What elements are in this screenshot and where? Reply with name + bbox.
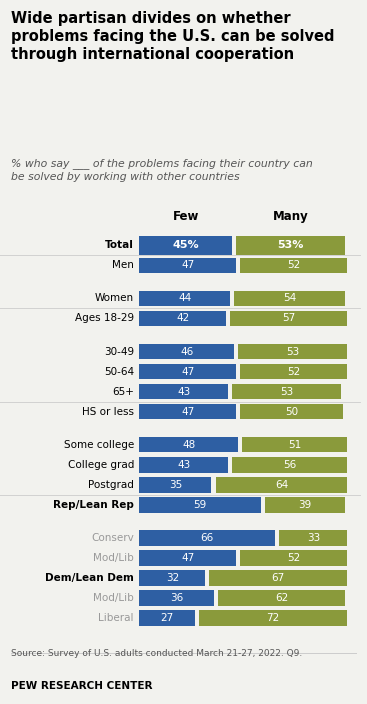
Bar	[139, 344, 234, 359]
Text: 66: 66	[201, 533, 214, 543]
Text: 51: 51	[288, 440, 301, 450]
Text: 53%: 53%	[277, 240, 304, 251]
Text: 46: 46	[180, 346, 193, 356]
Bar	[139, 551, 236, 566]
Bar	[199, 610, 347, 626]
Text: 62: 62	[275, 593, 288, 603]
Bar	[139, 497, 261, 513]
Text: 56: 56	[283, 460, 296, 470]
Text: Many: Many	[273, 210, 309, 223]
Bar	[139, 457, 228, 472]
Text: 53: 53	[280, 386, 293, 396]
Text: 43: 43	[177, 460, 190, 470]
Text: Dem/Lean Dem: Dem/Lean Dem	[45, 573, 134, 583]
Text: 50: 50	[285, 407, 298, 417]
Bar	[236, 236, 345, 255]
Text: 36: 36	[170, 593, 183, 603]
Text: 64: 64	[275, 480, 288, 490]
Text: 44: 44	[178, 294, 191, 303]
Bar	[238, 344, 347, 359]
Text: HS or less: HS or less	[82, 407, 134, 417]
Bar	[240, 258, 347, 273]
Bar	[240, 551, 347, 566]
Text: 52: 52	[287, 367, 301, 377]
Text: Postgrad: Postgrad	[88, 480, 134, 490]
Bar	[139, 384, 228, 399]
Text: Rep/Lean Rep: Rep/Lean Rep	[53, 500, 134, 510]
Text: 67: 67	[272, 573, 285, 583]
Text: 65+: 65+	[112, 386, 134, 396]
Bar	[215, 477, 347, 493]
Text: Ages 18-29: Ages 18-29	[75, 313, 134, 323]
Text: 52: 52	[287, 553, 301, 563]
Text: 42: 42	[176, 313, 189, 323]
Bar	[218, 590, 345, 606]
Text: Conserv: Conserv	[91, 533, 134, 543]
Bar	[139, 477, 211, 493]
Text: PEW RESEARCH CENTER: PEW RESEARCH CENTER	[11, 681, 153, 691]
Text: 53: 53	[286, 346, 299, 356]
Bar	[230, 310, 347, 326]
Text: Some college: Some college	[63, 440, 134, 450]
Text: 39: 39	[298, 500, 312, 510]
Text: 54: 54	[283, 294, 296, 303]
Text: 45%: 45%	[172, 240, 199, 251]
Bar	[279, 530, 347, 546]
Bar	[232, 457, 347, 472]
Text: 35: 35	[169, 480, 182, 490]
Bar	[139, 590, 214, 606]
Text: 33: 33	[307, 533, 320, 543]
Text: 47: 47	[181, 407, 195, 417]
Text: 59: 59	[193, 500, 207, 510]
Bar	[265, 497, 345, 513]
Text: Mod/Lib: Mod/Lib	[93, 553, 134, 563]
Text: 27: 27	[161, 613, 174, 623]
Text: Mod/Lib: Mod/Lib	[93, 593, 134, 603]
Text: 50-64: 50-64	[104, 367, 134, 377]
Text: 72: 72	[266, 613, 280, 623]
Text: 52: 52	[287, 260, 301, 270]
Text: % who say ___ of the problems facing their country can
be solved by working with: % who say ___ of the problems facing the…	[11, 158, 313, 182]
Text: 57: 57	[282, 313, 295, 323]
Text: 43: 43	[177, 386, 190, 396]
Text: Few: Few	[172, 210, 199, 223]
Bar	[139, 364, 236, 379]
Bar	[234, 291, 345, 306]
Text: Men: Men	[112, 260, 134, 270]
Bar	[139, 236, 232, 255]
Text: Liberal: Liberal	[98, 613, 134, 623]
Bar	[240, 404, 343, 420]
Bar	[139, 310, 226, 326]
Text: 30-49: 30-49	[104, 346, 134, 356]
Bar	[139, 404, 236, 420]
Bar	[139, 291, 230, 306]
Text: 32: 32	[166, 573, 179, 583]
Text: 47: 47	[181, 260, 195, 270]
Bar	[139, 530, 275, 546]
Text: Wide partisan divides on whether
problems facing the U.S. can be solved
through : Wide partisan divides on whether problem…	[11, 11, 334, 61]
Text: Total: Total	[105, 240, 134, 251]
Text: 48: 48	[182, 440, 196, 450]
Bar	[139, 570, 205, 586]
Bar	[240, 364, 347, 379]
Text: Source: Survey of U.S. adults conducted March 21-27, 2022. Q9.: Source: Survey of U.S. adults conducted …	[11, 649, 302, 658]
Bar	[139, 610, 195, 626]
Text: 47: 47	[181, 553, 195, 563]
Bar	[232, 384, 341, 399]
Bar	[139, 258, 236, 273]
Text: College grad: College grad	[68, 460, 134, 470]
Bar	[242, 437, 347, 453]
Text: Women: Women	[95, 294, 134, 303]
Bar	[210, 570, 347, 586]
Bar	[139, 437, 238, 453]
Text: 47: 47	[181, 367, 195, 377]
